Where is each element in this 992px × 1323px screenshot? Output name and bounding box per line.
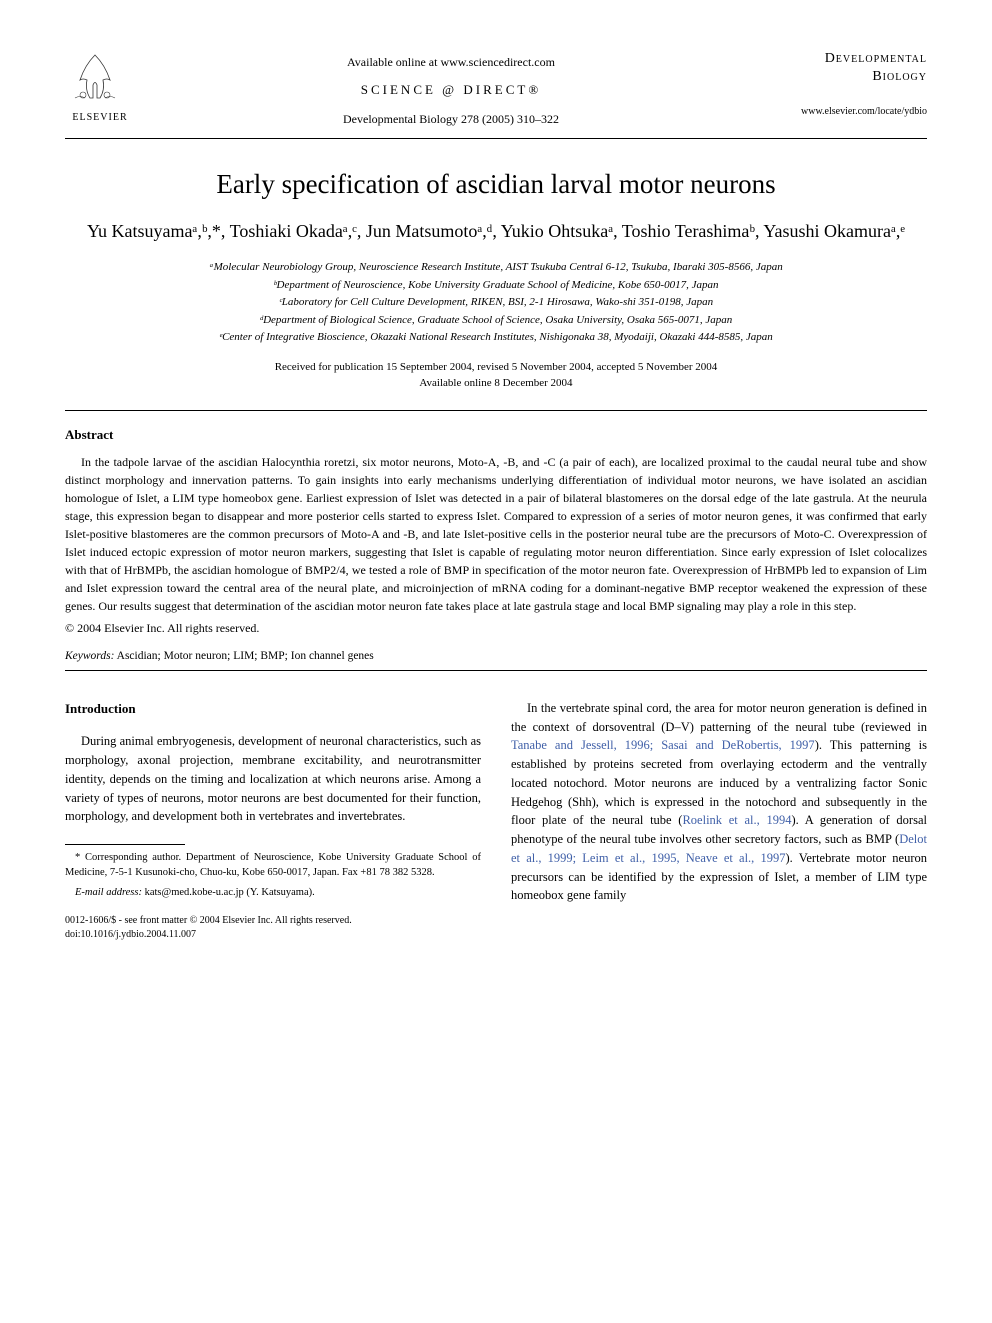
footer-doi: doi:10.1016/j.ydbio.2004.11.007 [65, 928, 481, 942]
footer-line1: 0012-1606/$ - see front matter © 2004 El… [65, 914, 481, 928]
page-header: ELSEVIER Available online at www.science… [65, 50, 927, 130]
publication-dates: Received for publication 15 September 20… [65, 359, 927, 392]
corresponding-author-footnote: * Corresponding author. Department of Ne… [65, 851, 481, 880]
affiliation-b: ᵇDepartment of Neuroscience, Kobe Univer… [65, 277, 927, 295]
keywords: Keywords: Ascidian; Motor neuron; LIM; B… [65, 650, 927, 662]
body-columns: Introduction During animal embryogenesis… [65, 699, 927, 942]
sciencedirect-logo-text: SCIENCE @ DIRECT® [135, 82, 767, 98]
journal-url: www.elsevier.com/locate/ydbio [767, 106, 927, 117]
article-title: Early specification of ascidian larval m… [65, 169, 927, 200]
abstract-divider-bottom [65, 670, 927, 671]
email-address: kats@med.kobe-u.ac.jp (Y. Katsuyama). [142, 887, 315, 898]
introduction-heading: Introduction [65, 699, 481, 719]
elsevier-logo: ELSEVIER [65, 50, 135, 130]
journal-name: Developmental Biology [767, 50, 927, 86]
affiliation-a: ᵃMolecular Neurobiology Group, Neuroscie… [65, 259, 927, 277]
affiliation-e: ᵉCenter of Integrative Bioscience, Okaza… [65, 329, 927, 347]
email-label: E-mail address: [75, 887, 142, 898]
affiliation-c: ᶜLaboratory for Cell Culture Development… [65, 294, 927, 312]
intro-paragraph-1: During animal embryogenesis, development… [65, 732, 481, 826]
abstract-heading: Abstract [65, 427, 927, 443]
elsevier-tree-icon [65, 50, 125, 105]
affiliations: ᵃMolecular Neurobiology Group, Neuroscie… [65, 259, 927, 347]
authors-list: Yu Katsuyamaᵃ,ᵇ,*, Toshiaki Okadaᵃ,ᶜ, Ju… [65, 218, 927, 245]
available-online-text: Available online at www.sciencedirect.co… [135, 55, 767, 70]
ref-link-2[interactable]: Roelink et al., 1994 [682, 813, 791, 827]
affiliation-d: ᵈDepartment of Biological Science, Gradu… [65, 312, 927, 330]
journal-reference: Developmental Biology 278 (2005) 310–322 [135, 112, 767, 127]
footer-copyright: 0012-1606/$ - see front matter © 2004 El… [65, 914, 481, 942]
ref-link-1[interactable]: Tanabe and Jessell, 1996; Sasai and DeRo… [511, 738, 815, 752]
footnote-separator [65, 844, 185, 845]
received-date: Received for publication 15 September 20… [65, 359, 927, 376]
keywords-text: Ascidian; Motor neuron; LIM; BMP; Ion ch… [114, 650, 373, 662]
header-divider [65, 138, 927, 139]
intro-paragraph-2: In the vertebrate spinal cord, the area … [511, 699, 927, 905]
column-left: Introduction During animal embryogenesis… [65, 699, 481, 942]
elsevier-label: ELSEVIER [65, 112, 135, 123]
online-date: Available online 8 December 2004 [65, 375, 927, 392]
abstract-text: In the tadpole larvae of the ascidian Ha… [65, 453, 927, 615]
copyright-text: © 2004 Elsevier Inc. All rights reserved… [65, 621, 927, 636]
header-right: Developmental Biology www.elsevier.com/l… [767, 50, 927, 117]
keywords-label: Keywords: [65, 650, 114, 662]
email-footnote: E-mail address: kats@med.kobe-u.ac.jp (Y… [65, 885, 481, 901]
header-center: Available online at www.sciencedirect.co… [135, 50, 767, 127]
column-right: In the vertebrate spinal cord, the area … [511, 699, 927, 942]
abstract-divider-top [65, 410, 927, 411]
